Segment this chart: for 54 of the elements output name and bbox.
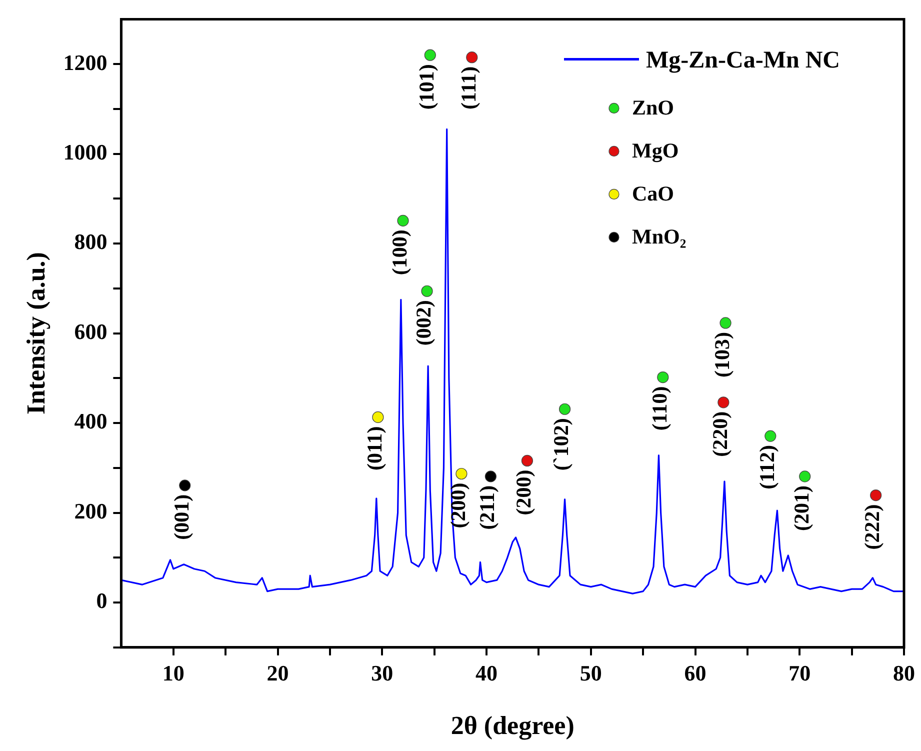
annotation: (002): [411, 300, 436, 346]
point: [799, 470, 811, 482]
point: [424, 49, 436, 61]
annotation: (220): [708, 411, 732, 457]
legend-label: ZnO: [632, 96, 674, 120]
point: [456, 468, 468, 480]
point: [764, 430, 776, 442]
annotation: (201): [789, 485, 814, 531]
y-tick-label: 800: [74, 229, 108, 254]
point: [179, 480, 191, 492]
x-tick-label: 50: [580, 660, 602, 686]
point: [372, 411, 384, 424]
y-tick-label: 1000: [63, 140, 108, 164]
point: [718, 396, 730, 408]
y-tick-label: 400: [74, 408, 108, 434]
x-tick-label: 10: [162, 660, 184, 686]
point: [720, 317, 732, 329]
annotation: (101): [414, 64, 439, 110]
x-axis-title: 2θ (degree): [450, 711, 574, 740]
y-tick-label: 0: [96, 588, 108, 614]
point: [558, 403, 571, 415]
legend-label: MnO₂: [632, 224, 686, 249]
x-tick-label: 40: [476, 660, 498, 686]
y-tick-label: 600: [74, 318, 108, 344]
point: [421, 285, 433, 297]
point: [484, 470, 496, 482]
annotation: (200): [512, 470, 536, 516]
x-tick-label: 30: [371, 660, 394, 686]
annotation: (110): [647, 386, 672, 431]
annotation: (111): [456, 66, 480, 110]
y-tick-label: 200: [74, 498, 108, 524]
point: [397, 214, 409, 226]
annotation: (112): [754, 445, 779, 490]
point: [870, 489, 882, 502]
point: [466, 52, 478, 64]
annotation: (211): [475, 485, 500, 530]
annotation: (222): [860, 504, 884, 550]
x-tick-label: 70: [788, 660, 811, 686]
point: [521, 454, 534, 467]
x-tick-label: 80: [893, 660, 915, 686]
annotation: (100): [387, 230, 412, 276]
y-tick-label: 1200: [63, 50, 108, 75]
legend-label: MgO: [632, 138, 679, 163]
legend-label: CaO: [632, 182, 674, 206]
y-axis-title: Intensity (a.u.): [21, 252, 50, 415]
x-tick-label: 60: [684, 660, 706, 686]
annotation: (200): [446, 482, 470, 528]
point: [657, 371, 669, 384]
annotation: (011): [362, 426, 386, 471]
x-tick-label: 20: [266, 660, 289, 686]
annotation: (`102): [549, 418, 574, 471]
legend-label: Mg-Zn-Ca-Mn NC: [646, 47, 840, 74]
annotation: (001): [169, 494, 194, 540]
annotation: (103): [710, 332, 734, 378]
